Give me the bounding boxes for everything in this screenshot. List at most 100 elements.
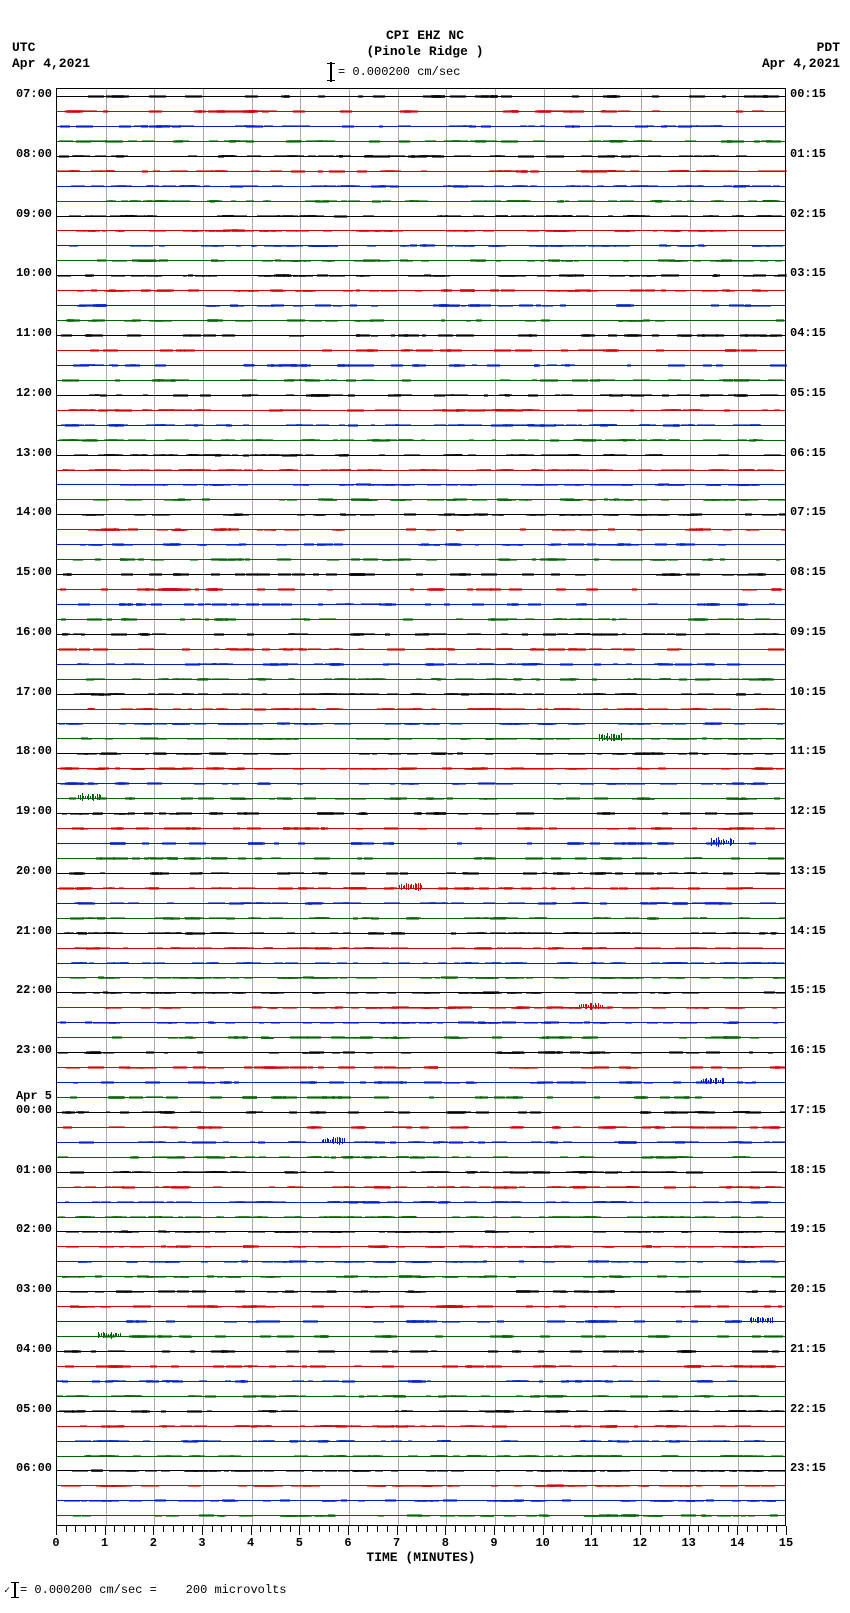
x-tick: [358, 1526, 359, 1532]
seismic-trace: [57, 1514, 785, 1517]
seismic-trace: [57, 394, 785, 397]
seismic-trace: [57, 1350, 785, 1353]
seismic-trace: [57, 1141, 785, 1144]
right-time-label: 14:15: [790, 924, 826, 938]
seismic-trace: [57, 693, 785, 696]
right-time-label: 12:15: [790, 804, 826, 818]
right-tz: PDT: [817, 40, 840, 55]
x-tick-label: 10: [535, 1536, 549, 1550]
right-time-label: 22:15: [790, 1402, 826, 1416]
seismic-trace: [57, 1201, 785, 1204]
seismic-trace: [57, 319, 785, 322]
x-tick-label: 11: [584, 1536, 598, 1550]
x-tick: [611, 1526, 612, 1532]
x-tick: [66, 1526, 67, 1532]
seismic-trace: [57, 678, 785, 681]
seismic-trace: [57, 857, 785, 860]
x-tick: [221, 1526, 222, 1532]
x-tick: [183, 1526, 184, 1532]
x-tick-label: 7: [393, 1536, 400, 1550]
left-time-label: 04:00: [2, 1342, 52, 1356]
x-tick-label: 3: [198, 1536, 205, 1550]
x-tick: [718, 1526, 719, 1532]
right-time-label: 13:15: [790, 864, 826, 878]
x-tick: [173, 1526, 174, 1532]
x-tick: [299, 1526, 300, 1535]
seismic-event: [711, 838, 735, 846]
right-time-label: 17:15: [790, 1103, 826, 1117]
seismic-trace: [57, 1066, 785, 1069]
x-tick: [241, 1526, 242, 1532]
footer-scale: ✓= 0.000200 cm/sec = 200 microvolts: [4, 1582, 287, 1598]
right-time-label: 09:15: [790, 625, 826, 639]
x-tick: [572, 1526, 573, 1532]
x-tick: [153, 1526, 154, 1535]
x-tick: [728, 1526, 729, 1532]
seismic-trace: [57, 1021, 785, 1024]
seismic-trace: [57, 1395, 785, 1398]
seismic-trace: [57, 334, 785, 337]
right-date: Apr 4,2021: [762, 56, 840, 71]
x-tick-label: 0: [52, 1536, 59, 1550]
seismic-trace: [57, 708, 785, 711]
seismic-trace: [57, 483, 785, 486]
x-tick: [630, 1526, 631, 1532]
seismic-trace: [57, 812, 785, 815]
footer-post: 200 microvolts: [186, 1583, 287, 1597]
x-tick: [767, 1526, 768, 1532]
x-tick: [134, 1526, 135, 1532]
seismic-trace: [57, 603, 785, 606]
x-tick: [397, 1526, 398, 1535]
seismic-trace: [57, 349, 785, 352]
x-tick: [698, 1526, 699, 1532]
seismic-trace: [57, 976, 785, 979]
right-time-label: 00:15: [790, 87, 826, 101]
x-tick: [251, 1526, 252, 1535]
left-tz: UTC: [12, 40, 35, 55]
seismic-trace: [57, 1260, 785, 1263]
x-tick-label: 14: [730, 1536, 744, 1550]
right-time-label: 02:15: [790, 207, 826, 221]
left-time-label: 02:00: [2, 1222, 52, 1236]
seismic-trace: [57, 185, 785, 188]
seismic-trace: [57, 289, 785, 292]
x-tick: [679, 1526, 680, 1532]
x-tick: [280, 1526, 281, 1532]
seismic-trace: [57, 244, 785, 247]
seismic-trace: [57, 424, 785, 427]
seismic-trace: [57, 1425, 785, 1428]
seismic-trace: [57, 170, 785, 173]
x-tick: [533, 1526, 534, 1532]
right-time-label: 08:15: [790, 565, 826, 579]
seismic-trace: [57, 110, 785, 113]
x-tick-label: 9: [490, 1536, 497, 1550]
seismic-event: [599, 734, 623, 740]
x-tick: [708, 1526, 709, 1532]
seismic-trace: [57, 1245, 785, 1248]
seismic-trace: [57, 215, 785, 218]
seismic-trace: [57, 409, 785, 412]
left-time-label: 14:00: [2, 505, 52, 519]
seismic-trace: [57, 454, 785, 457]
left-time-label: 00:00: [2, 1103, 52, 1117]
seismic-trace: [57, 1230, 785, 1233]
x-tick: [513, 1526, 514, 1532]
seismic-event: [78, 794, 102, 800]
x-tick: [144, 1526, 145, 1532]
left-time-label: 07:00: [2, 87, 52, 101]
seismic-trace: [57, 200, 785, 203]
right-time-label: 05:15: [790, 386, 826, 400]
x-tick-label: 15: [779, 1536, 793, 1550]
x-tick-label: 8: [442, 1536, 449, 1550]
x-tick: [436, 1526, 437, 1532]
seismic-trace: [57, 1051, 785, 1054]
seismic-trace: [57, 1380, 785, 1383]
x-tick: [290, 1526, 291, 1532]
seismic-trace: [57, 155, 785, 158]
seismic-event: [98, 1333, 122, 1338]
x-tick: [163, 1526, 164, 1532]
seismic-trace: [57, 379, 785, 382]
x-tick-label: 5: [296, 1536, 303, 1550]
x-tick: [523, 1526, 524, 1532]
x-tick: [95, 1526, 96, 1532]
